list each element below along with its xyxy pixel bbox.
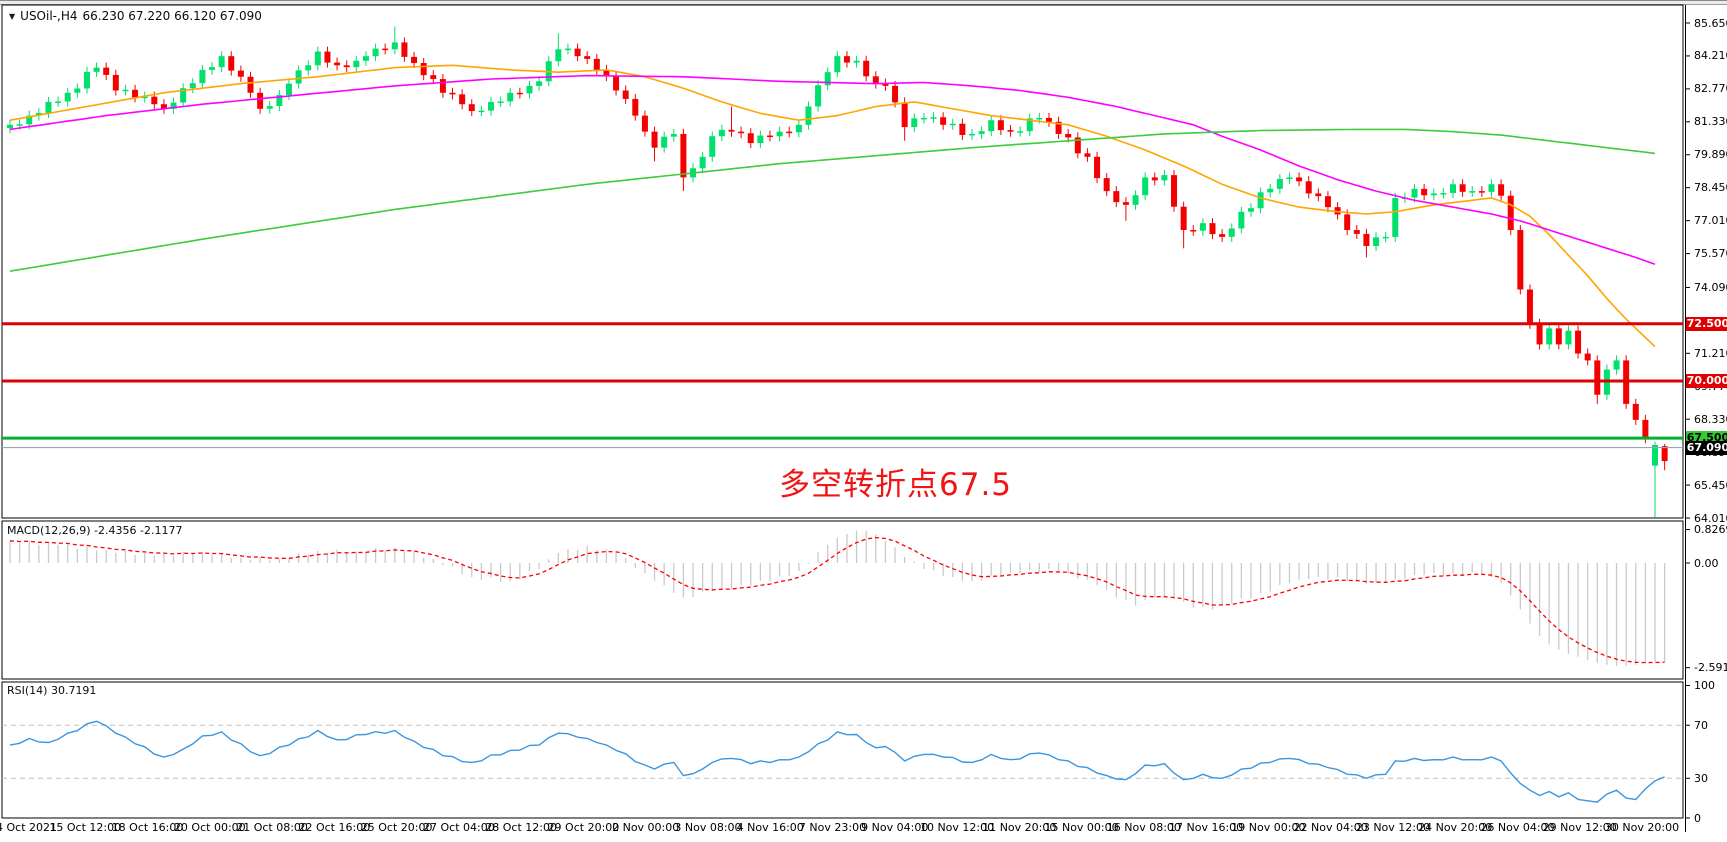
date-label: 2 Nov 00:00: [612, 821, 680, 834]
date-label: 27 Oct 04:00: [423, 821, 495, 834]
macd-signal-line: [9, 536, 1665, 664]
rsi-indicator-label: RSI(14) 30.7191: [7, 684, 97, 697]
date-label: 24 Nov 20:00: [1418, 821, 1493, 834]
slow-ma-green: [9, 128, 1656, 272]
price-tick-77.010: 77.010: [1694, 214, 1727, 228]
date-label: 26 Nov 04:00: [1480, 821, 1555, 834]
macd-histogram: [9, 530, 1666, 667]
macd-tick--2.591: -2.591: [1694, 661, 1727, 675]
date-label: 10 Nov 12:00: [919, 821, 995, 834]
symbol-header[interactable]: ▼ USOil-,H4 66.230 67.220 66.120 67.090: [9, 9, 262, 23]
price-tick-78.450: 78.450: [1694, 181, 1727, 195]
date-label: 25 Oct 20:00: [360, 821, 433, 834]
date-label: 19 Nov 00:00: [1231, 821, 1306, 834]
main-panel-border: [1, 4, 1684, 519]
date-label: 14 Oct 2021: [0, 821, 58, 834]
price-tick-85.650: 85.650: [1694, 16, 1727, 30]
date-label: 3 Nov 08:00: [674, 821, 742, 834]
date-label: 20 Oct 00:00: [173, 821, 246, 834]
symbol-period-label: USOil-,H4: [20, 9, 78, 23]
date-label: 17 Nov 16:00: [1169, 821, 1244, 834]
rsi-panel-border: [1, 681, 1684, 819]
macd-tick-0.8269: 0.8269: [1694, 523, 1727, 537]
date-label: 22 Oct 16:00: [298, 821, 371, 834]
price-tick-75.570: 75.570: [1694, 247, 1727, 261]
macd-indicator-label: MACD(12,26,9) -2.4356 -2.1177: [7, 524, 183, 537]
date-label: 16 Nov 08:00: [1106, 821, 1181, 834]
price-tick-82.770: 82.770: [1694, 82, 1727, 96]
date-label: 29 Oct 20:00: [547, 821, 620, 834]
price-tick-64.010: 64.010: [1694, 511, 1727, 525]
symbol-dropdown-icon[interactable]: ▼: [9, 11, 16, 21]
date-label: 21 Oct 08:00: [236, 821, 308, 834]
date-label: 18 Oct 16:00: [111, 821, 184, 834]
price-tick-79.890: 79.890: [1694, 148, 1727, 162]
price-tick-68.330: 68.330: [1694, 412, 1727, 426]
ohlc-readout: 66.230 67.220 66.120 67.090: [82, 9, 262, 23]
price-badge-72.500: 72.500: [1686, 316, 1727, 331]
date-label: 15 Oct 12:00: [49, 821, 122, 834]
annotation-text[interactable]: 多空转折点67.5: [779, 467, 1013, 503]
date-label: 22 Nov 04:00: [1293, 821, 1368, 834]
price-badge-67.090: 67.090: [1686, 440, 1727, 455]
date-label: 9 Nov 04:00: [861, 821, 929, 834]
price-tick-74.090: 74.090: [1694, 280, 1727, 294]
macd-tick-0.00: 0.00: [1694, 556, 1719, 570]
price-tick-71.210: 71.210: [1694, 346, 1727, 360]
date-label: 11 Nov 20:00: [982, 821, 1057, 834]
rsi-tick-30: 30: [1694, 771, 1708, 785]
candlestick-series[interactable]: [7, 26, 1668, 518]
mid-ma-magenta: [9, 74, 1656, 266]
date-label: 30 Nov 20:00: [1604, 821, 1680, 834]
rsi-tick-0: 0: [1694, 811, 1701, 825]
rsi-tick-100: 100: [1694, 679, 1715, 692]
price-badge-70.000: 70.000: [1686, 373, 1727, 388]
date-label: 29 Nov 12:00: [1542, 821, 1617, 834]
rsi-line: [9, 720, 1665, 803]
fast-ma-orange: [9, 64, 1656, 348]
macd-panel-border: [1, 520, 1684, 680]
price-tick-81.330: 81.330: [1694, 115, 1727, 129]
price-tick-84.210: 84.210: [1694, 49, 1727, 63]
price-tick-65.450: 65.450: [1694, 478, 1727, 492]
date-label: 15 Nov 00:00: [1044, 821, 1119, 834]
rsi-tick-70: 70: [1694, 718, 1708, 732]
date-label: 23 Nov 12:00: [1355, 821, 1431, 834]
date-label: 4 Nov 16:00: [736, 821, 804, 834]
date-label: 28 Oct 12:00: [485, 821, 557, 834]
date-label: 7 Nov 23:00: [798, 821, 867, 834]
